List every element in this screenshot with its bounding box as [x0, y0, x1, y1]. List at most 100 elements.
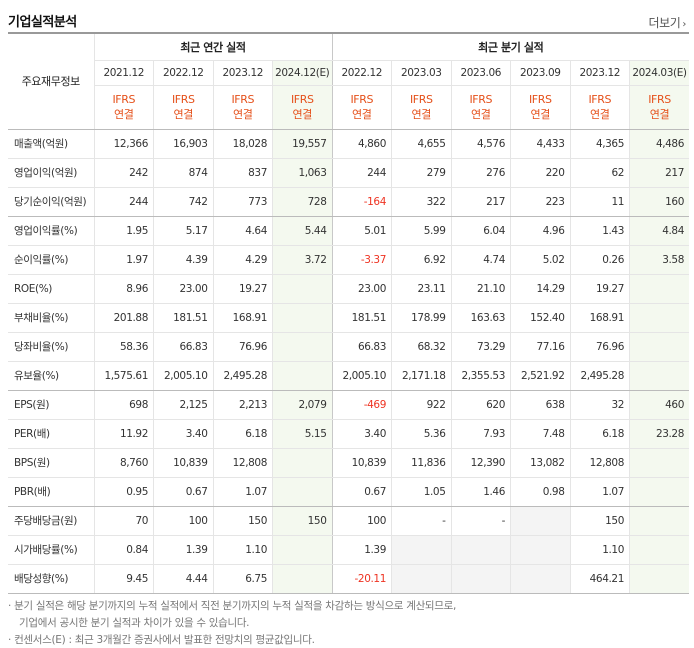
- value-cell: 2,079: [272, 390, 332, 420]
- value-cell: 4,576: [450, 129, 511, 159]
- value-cell: 2,213: [212, 390, 273, 420]
- row-label: 영업이익(억원): [8, 158, 94, 188]
- more-link[interactable]: 더보기 ›: [648, 14, 686, 31]
- value-cell: 10,839: [331, 448, 392, 478]
- basis-consolidation: 연결: [173, 108, 194, 121]
- table-row: 배당성향(%) 9.45 4.44 6.75 -20.11 464.21: [8, 564, 689, 594]
- value-cell: 874: [153, 158, 213, 188]
- row-label: ROE(%): [8, 274, 94, 304]
- table-row: BPS(원) 8,760 10,839 12,808 10,839 11,836 12,39…: [8, 448, 689, 478]
- basis-consolidation: 연결: [292, 108, 313, 121]
- basis-header: IFRS 연결: [391, 85, 451, 130]
- value-cell: 3.40: [153, 419, 213, 449]
- value-cell: 76.96: [569, 332, 630, 362]
- value-cell: 11.92: [93, 419, 154, 449]
- value-cell: 150: [569, 506, 630, 536]
- quarter-group-header: 최근 분기 실적: [331, 32, 689, 61]
- financial-table: 주요재무정보 최근 연간 실적 최근 분기 실적 2021.12 2022.12 2…: [8, 32, 689, 594]
- value-cell: 19,557: [272, 129, 332, 159]
- value-cell: [272, 332, 332, 362]
- value-cell: 4.29: [212, 245, 273, 275]
- value-cell: 279: [391, 158, 451, 188]
- value-cell: 922: [391, 390, 451, 420]
- value-cell: [272, 564, 332, 594]
- basis-consolidation: 연결: [352, 108, 372, 121]
- value-cell: [272, 477, 332, 507]
- period-header: 2022.12: [153, 60, 213, 86]
- value-cell: 66.83: [153, 332, 213, 362]
- value-cell: 8.96: [93, 274, 154, 304]
- value-cell: 742: [153, 187, 213, 217]
- value-cell: 201.88: [93, 303, 154, 333]
- value-cell: 21.10: [450, 274, 511, 304]
- value-cell: 6.92: [391, 245, 451, 275]
- value-cell: 4,433: [510, 129, 570, 159]
- value-cell: 1.05: [391, 477, 451, 507]
- row-label: BPS(원): [8, 448, 94, 478]
- value-cell: 181.51: [153, 303, 213, 333]
- value-cell: 4,365: [569, 129, 630, 159]
- value-cell: 3.58: [629, 245, 689, 275]
- table-row: 영업이익(억원) 242 874 837 1,063 244 279 276 220 62 217: [8, 158, 689, 188]
- value-cell: 19.27: [212, 274, 273, 304]
- value-cell: [272, 361, 332, 391]
- table-row: 주당배당금(원) 70 100 150 150 100- -150: [8, 506, 689, 536]
- value-cell: 13,082: [510, 448, 570, 478]
- value-cell: 1,575.61: [93, 361, 154, 391]
- basis-header: IFRS 연결: [629, 85, 689, 130]
- value-cell: -469: [331, 390, 392, 420]
- value-cell: 638: [510, 390, 570, 420]
- value-cell: 77.16: [510, 332, 570, 362]
- value-cell: 150: [212, 506, 273, 536]
- table-row: 당좌비율(%) 58.36 66.83 76.96 66.83 68.32 73.29 77.…: [8, 332, 689, 362]
- row-label: 배당성향(%): [8, 564, 94, 594]
- chevron-right-icon: ›: [682, 19, 686, 30]
- basis-header: IFRS 연결: [153, 85, 213, 130]
- value-cell: [272, 274, 332, 304]
- value-cell: 0.67: [153, 477, 213, 507]
- period-header: 2023.09: [510, 60, 570, 86]
- value-cell: 4,655: [391, 129, 451, 159]
- value-cell: 100: [331, 506, 392, 536]
- period-header: 2022.12: [331, 60, 392, 86]
- value-cell: 6.04: [450, 216, 511, 246]
- basis-standard: IFRS: [231, 93, 255, 106]
- value-cell: 2,495.28: [569, 361, 630, 391]
- value-cell: 464.21: [569, 564, 630, 594]
- period-header: 2023.03: [391, 60, 451, 86]
- value-cell: 7.48: [510, 419, 570, 449]
- value-cell: 1.95: [93, 216, 154, 246]
- value-cell: [391, 535, 451, 565]
- value-cell: 1,063: [272, 158, 332, 188]
- value-cell: 4.74: [450, 245, 511, 275]
- table-row: 시가배당률(%) 0.84 1.39 1.10 1.39 1.10: [8, 535, 689, 565]
- basis-consolidation: 연결: [114, 108, 134, 121]
- value-cell: 5.17: [153, 216, 213, 246]
- basis-header: IFRS 연결: [331, 85, 392, 130]
- value-cell: 4,860: [331, 129, 392, 159]
- value-cell: 2,521.92: [510, 361, 570, 391]
- value-cell: 698: [93, 390, 154, 420]
- period-header: 2023.12: [212, 60, 273, 86]
- value-cell: -: [391, 506, 451, 536]
- value-cell: 2,355.53: [450, 361, 511, 391]
- value-cell: [510, 564, 570, 594]
- value-cell: 23.11: [391, 274, 451, 304]
- value-cell: 16,903: [153, 129, 213, 159]
- value-cell: 12,390: [450, 448, 511, 478]
- value-cell: [629, 506, 689, 536]
- value-cell: 773: [212, 187, 273, 217]
- value-cell: 19.27: [569, 274, 630, 304]
- value-cell: 4,486: [629, 129, 689, 159]
- value-cell: [629, 448, 689, 478]
- value-cell: 7.93: [450, 419, 511, 449]
- value-cell: 728: [272, 187, 332, 217]
- annual-group-header: 최근 연간 실적: [93, 32, 332, 61]
- period-header: 2024.12(E): [272, 60, 332, 86]
- value-cell: 322: [391, 187, 451, 217]
- value-cell: 460: [629, 390, 689, 420]
- basis-consolidation: 연결: [649, 108, 670, 121]
- value-cell: [629, 361, 689, 391]
- basis-header: IFRS 연결: [272, 85, 332, 130]
- table-row: EPS(원) 698 2,125 2,213 2,079 -469 922 620 638 32 4…: [8, 390, 689, 420]
